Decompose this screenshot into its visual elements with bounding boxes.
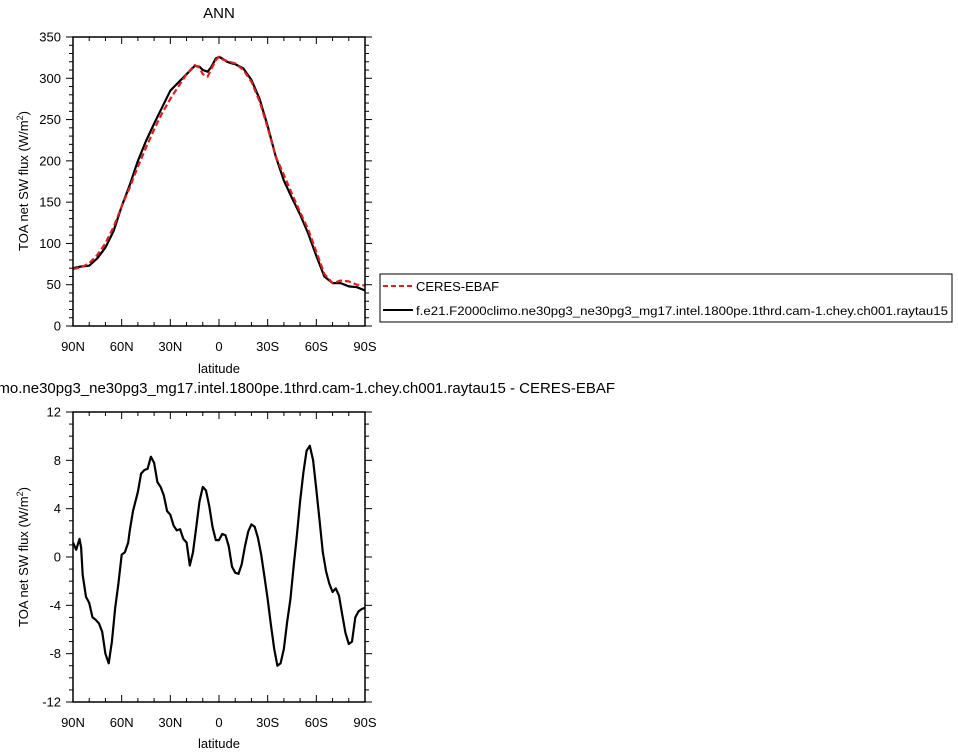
legend-box [379, 273, 953, 323]
bottom-y-tick-label: 0 [54, 550, 61, 565]
top-x-tick-label: 90S [353, 339, 376, 354]
top-y-axis-label: TOA net SW flux (W/m2) [15, 111, 31, 251]
legend: CERES-EBAF f.e21.F2000climo.ne30pg3_ne30… [379, 273, 953, 323]
top-x-axis-label: latitude [198, 361, 240, 376]
top-y-tick-label: 100 [39, 236, 61, 251]
bottom-y-tick-label: -4 [49, 598, 61, 613]
top-x-tick-label: 60N [110, 339, 134, 354]
bottom-tick-labels: 90N 60N 30N 0 30S 60S 90S -12 -8 -4 0 4 8 12 [42, 405, 377, 731]
top-y-tick-label: 250 [39, 112, 61, 127]
legend-label-ceres: CERES-EBAF [416, 279, 499, 294]
top-series-line-2 [72, 55, 366, 292]
top-y-tick-label: 300 [39, 71, 61, 86]
bottom-series-line-1 [71, 444, 366, 667]
bottom-plot-frame [72, 411, 366, 703]
top-y-tick-label: 150 [39, 195, 61, 210]
bottom-y-tick-label: 4 [54, 501, 61, 516]
top-x-tick-label: 90N [61, 339, 85, 354]
top-ticks [66, 36, 372, 327]
top-x-tick-label: 30S [256, 339, 279, 354]
top-y-tick-label: 350 [39, 30, 61, 45]
top-x-tick-label: 0 [215, 339, 222, 354]
bottom-ticks [66, 411, 372, 703]
top-x-tick-label: 60S [305, 339, 328, 354]
bottom-y-axis-label: TOA net SW flux (W/m2) [15, 487, 31, 627]
bottom-x-tick-label: 30S [256, 715, 279, 730]
bottom-x-tick-label: 60N [110, 715, 134, 730]
bottom-y-tick-label: 8 [54, 453, 61, 468]
top-plot-frame [72, 36, 366, 327]
legend-label-model: f.e21.F2000climo.ne30pg3_ne30pg3_mg17.in… [416, 304, 948, 318]
difference-panel: f.e21.F2000climo.ne30pg3_ne30pg3_mg17.in… [0, 380, 615, 751]
top-y-tick-label: 0 [54, 319, 61, 334]
bottom-x-tick-label: 0 [215, 715, 222, 730]
bottom-y-tick-label: -12 [42, 695, 61, 710]
top-y-tick-label: 200 [39, 153, 61, 168]
bottom-series-group [71, 444, 366, 667]
mean-panel: ANN 90N 60N 30N 0 30S 60S 90S 0 50 100 150 200 250 30… [15, 5, 377, 376]
top-series-group [72, 55, 366, 292]
top-title: ANN [203, 5, 235, 22]
bottom-x-tick-label: 90N [61, 715, 85, 730]
bottom-y-tick-label: 12 [47, 405, 61, 420]
top-y-tick-label: 50 [47, 277, 61, 292]
top-tick-labels: 90N 60N 30N 0 30S 60S 90S 0 50 100 150 200 250 300 350 [39, 30, 377, 355]
bottom-x-axis-label: latitude [198, 736, 240, 751]
bottom-x-tick-label: 60S [305, 715, 328, 730]
bottom-x-tick-label: 30N [158, 715, 182, 730]
bottom-title: f.e21.F2000climo.ne30pg3_ne30pg3_mg17.in… [0, 380, 615, 397]
bottom-y-tick-label: -8 [49, 646, 61, 661]
top-series-line-1 [72, 55, 366, 287]
top-x-tick-label: 30N [158, 339, 182, 354]
bottom-x-tick-label: 90S [353, 715, 376, 730]
